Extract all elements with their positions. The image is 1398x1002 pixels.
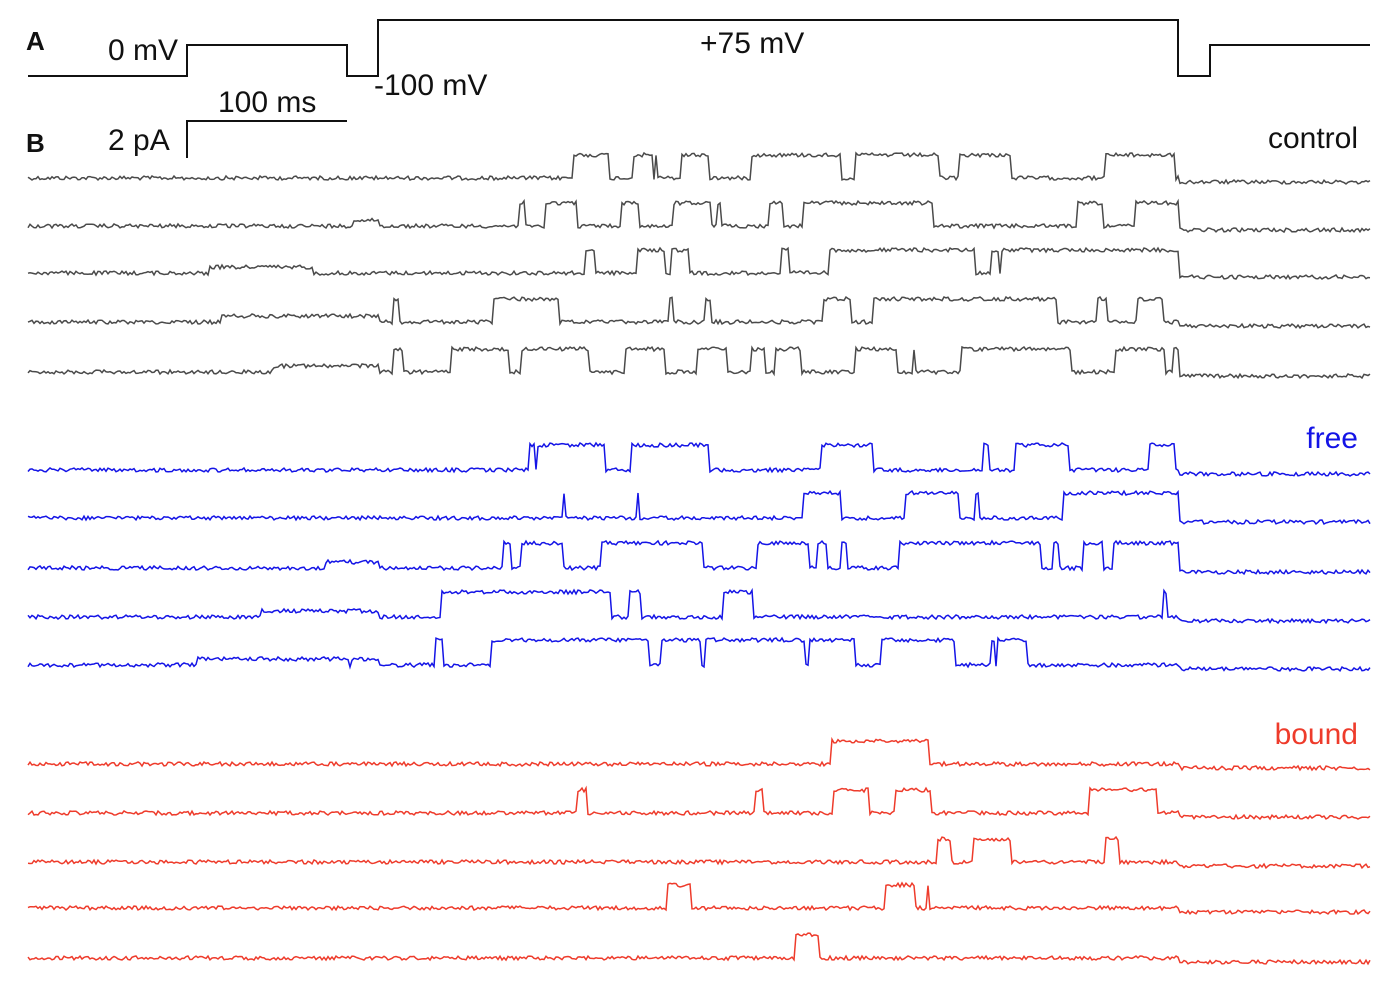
bound-trace-2 bbox=[27, 785, 1371, 821]
free-trace-1 bbox=[27, 441, 1371, 477]
holding-potential-label: 0 mV bbox=[108, 34, 178, 67]
current-traces bbox=[27, 151, 1371, 966]
condition-label-free: free bbox=[1306, 422, 1358, 455]
free-trace-4 bbox=[27, 587, 1371, 625]
panel-b-letter: B bbox=[26, 128, 45, 158]
bound-trace-1 bbox=[27, 736, 1371, 772]
bound-trace-5 bbox=[27, 932, 1371, 966]
voltage-protocol-trace bbox=[28, 19, 1370, 77]
time-scale-label: 100 ms bbox=[218, 86, 316, 119]
depolarizing-step-label: +75 mV bbox=[700, 27, 804, 60]
condition-label-bound: bound bbox=[1275, 718, 1358, 751]
current-scale-label: 2 pA bbox=[108, 124, 170, 157]
control-trace-2 bbox=[27, 198, 1371, 234]
panel-a-letter: A bbox=[26, 26, 45, 56]
free-trace-2 bbox=[27, 489, 1371, 526]
control-trace-3 bbox=[27, 246, 1371, 280]
bound-trace-3 bbox=[27, 835, 1371, 870]
control-trace-5 bbox=[27, 345, 1371, 380]
control-trace-1 bbox=[27, 151, 1371, 185]
bound-trace-4 bbox=[27, 881, 1371, 916]
condition-label-control: control bbox=[1268, 122, 1358, 155]
control-trace-4 bbox=[27, 295, 1371, 330]
free-trace-3 bbox=[27, 539, 1371, 576]
hyperpolarizing-step-label: -100 mV bbox=[374, 69, 487, 102]
free-trace-5 bbox=[27, 636, 1371, 673]
scale-bar bbox=[186, 120, 347, 158]
